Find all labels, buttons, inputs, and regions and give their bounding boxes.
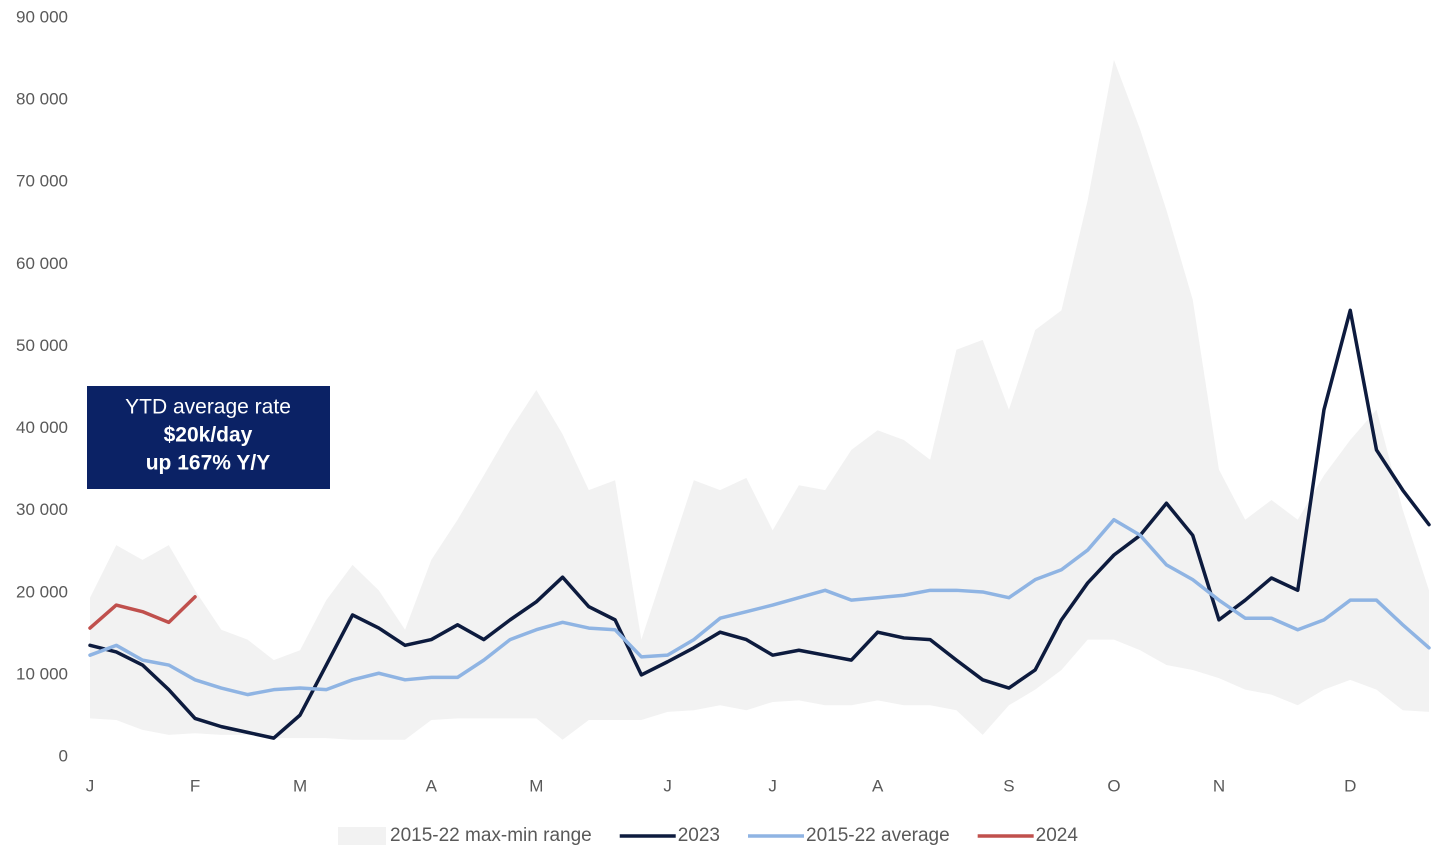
x-tick-label: J bbox=[86, 776, 95, 795]
x-tick-label: F bbox=[190, 776, 200, 795]
y-tick-label: 0 bbox=[59, 746, 68, 765]
annotation-text: up 167% Y/Y bbox=[146, 452, 271, 475]
x-tick-label: M bbox=[293, 776, 307, 795]
annotation-text: YTD average rate bbox=[125, 396, 291, 419]
series-line bbox=[88, 517, 1431, 697]
legend-label: 2024 bbox=[1036, 825, 1079, 846]
y-tick-label: 30 000 bbox=[16, 500, 68, 519]
x-tick-label: S bbox=[1003, 776, 1014, 795]
x-tick-label: A bbox=[426, 776, 438, 795]
x-tick-label: N bbox=[1213, 776, 1225, 795]
x-tick-label: J bbox=[663, 776, 672, 795]
y-tick-label: 90 000 bbox=[16, 7, 68, 26]
y-tick-label: 40 000 bbox=[16, 418, 68, 437]
y-tick-label: 80 000 bbox=[16, 90, 68, 109]
y-tick-label: 60 000 bbox=[16, 254, 68, 273]
legend-label: 2023 bbox=[678, 825, 720, 846]
legend-label: 2015-22 average bbox=[806, 825, 950, 846]
annotation-box bbox=[87, 386, 330, 489]
legend-swatch bbox=[338, 827, 386, 845]
range-area bbox=[90, 59, 1429, 740]
series-line bbox=[88, 595, 197, 630]
x-tick-label: A bbox=[872, 776, 884, 795]
y-tick-label: 70 000 bbox=[16, 172, 68, 191]
y-tick-label: 20 000 bbox=[16, 582, 68, 601]
x-tick-label: M bbox=[529, 776, 543, 795]
y-tick-label: 50 000 bbox=[16, 336, 68, 355]
x-tick-label: J bbox=[768, 776, 777, 795]
legend-label: 2015-22 max-min range bbox=[390, 825, 592, 846]
x-tick-label: D bbox=[1344, 776, 1356, 795]
annotation-text: $20k/day bbox=[164, 424, 253, 447]
y-tick-label: 10 000 bbox=[16, 664, 68, 683]
x-tick-label: O bbox=[1107, 776, 1120, 795]
